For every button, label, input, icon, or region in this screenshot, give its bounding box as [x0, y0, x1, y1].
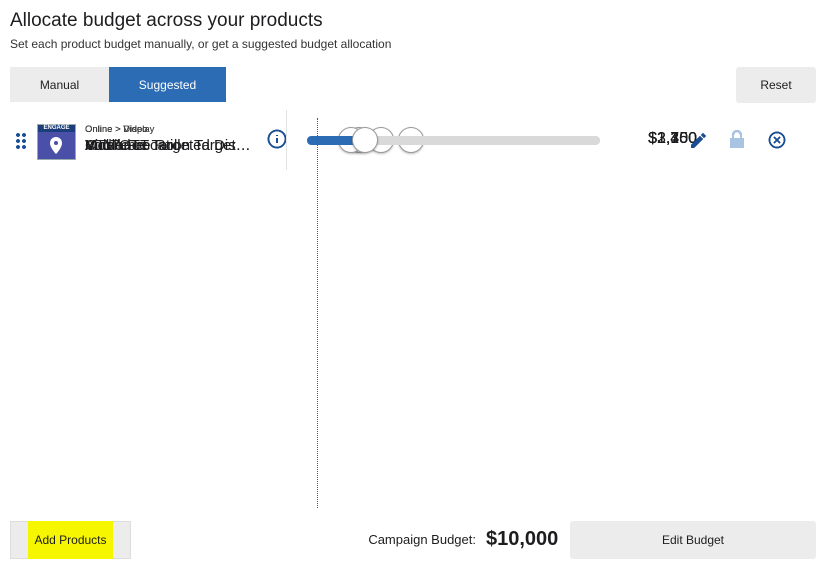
icon-shape — [54, 141, 58, 145]
shackle — [732, 130, 742, 138]
add-products-button[interactable]: Add Products — [10, 521, 131, 559]
edit-icon[interactable] — [688, 131, 708, 151]
badge: ENGAGE — [38, 125, 75, 132]
product-list: ENGAGE Online > Video Video Pre Roll $3,400… — [0, 110, 834, 508]
tab[interactable]: Manual — [10, 67, 109, 102]
category: Online > Video — [85, 124, 148, 135]
icon-glyph — [50, 137, 62, 154]
drag-handle[interactable] — [16, 132, 28, 150]
remove-icon[interactable] — [767, 130, 787, 150]
dot — [22, 133, 26, 137]
dot — [16, 145, 20, 149]
product-name: Mobile Location Target… — [85, 137, 251, 154]
remove-ring — [768, 131, 786, 149]
reset-button[interactable]: Reset — [736, 67, 816, 103]
remove-cross — [773, 136, 781, 144]
section-divider — [286, 110, 287, 170]
budget-amount: $1,700 — [648, 130, 697, 147]
divider — [317, 118, 318, 508]
button-label: Add Products — [28, 521, 113, 559]
info-ring — [267, 129, 287, 149]
slider-fill — [307, 136, 366, 145]
budget-amount: $1,150 — [648, 130, 697, 147]
title: Allocate budget across your products — [10, 10, 323, 31]
campaign-budget: $10,000 — [486, 528, 559, 550]
product-icon: ENGAGE — [37, 124, 76, 160]
budget-amount: $3,400 — [648, 130, 697, 147]
icon-shape — [50, 137, 62, 154]
pencil — [691, 133, 706, 148]
dot — [22, 139, 26, 143]
slider-track — [307, 136, 600, 145]
campaign-budget-label: Campaign Budget: — [368, 532, 476, 547]
lock-icon[interactable] — [728, 129, 746, 149]
category: Online > Video — [85, 124, 148, 135]
edit-budget-button[interactable]: Edit Budget — [570, 521, 816, 559]
product-name: Video Pre Roll — [85, 137, 181, 154]
lock-body — [730, 138, 744, 148]
dot — [16, 133, 20, 137]
product-name: Audience Targeted Dis… — [85, 137, 251, 154]
product-name: YouTube — [85, 137, 144, 154]
category: Online > Display — [85, 124, 155, 135]
dot — [16, 139, 20, 143]
dot — [22, 145, 26, 149]
subtitle: Set each product budget manually, or get… — [10, 37, 392, 51]
category: Online > Display — [85, 124, 155, 135]
product-name: CTV/OTT — [85, 137, 150, 154]
slider-knob[interactable] — [352, 127, 379, 153]
budget-amount: $2,300 — [648, 130, 697, 147]
info-icon[interactable] — [267, 129, 287, 149]
budget-amount: $1,450 — [648, 130, 697, 147]
category: Online > Video — [85, 124, 148, 135]
tab[interactable]: Suggested — [109, 67, 226, 102]
